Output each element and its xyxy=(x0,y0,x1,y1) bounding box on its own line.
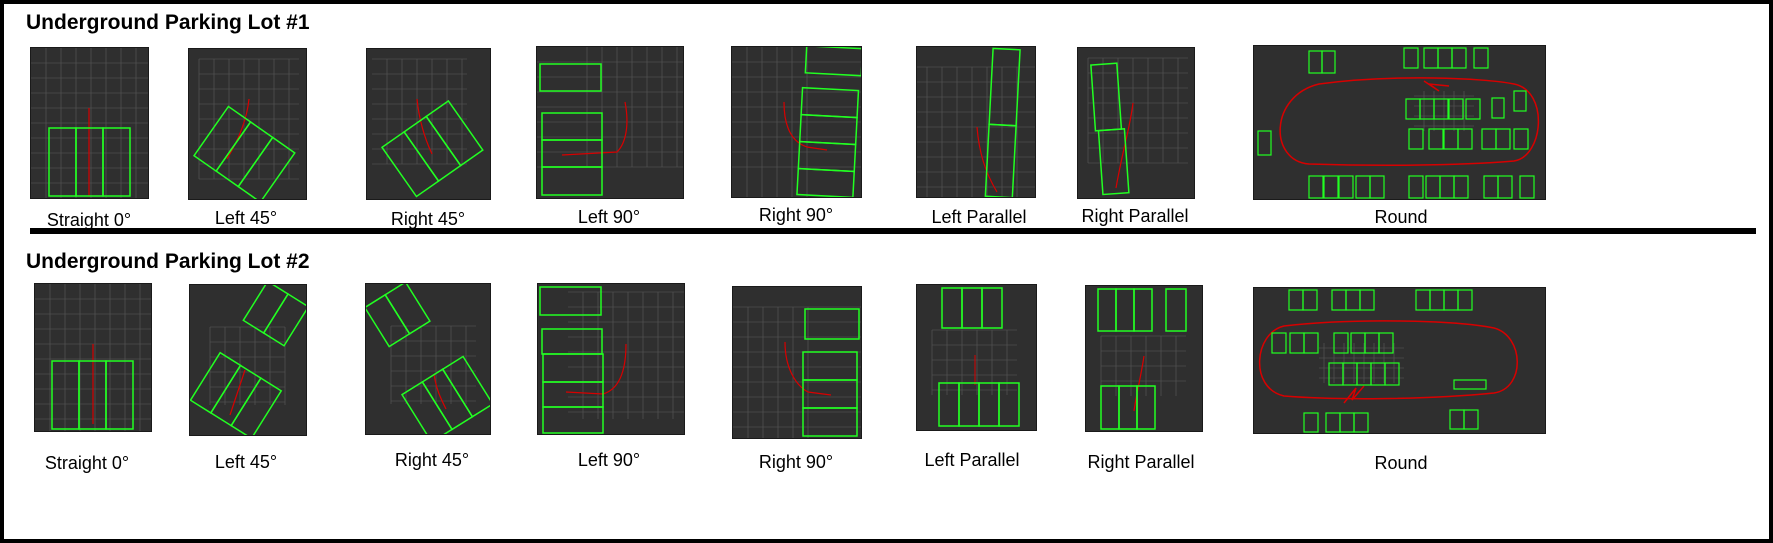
caption-lot2-left-45: Left 45° xyxy=(214,452,278,472)
caption-lot2-straight-0: Straight 0° xyxy=(44,453,130,473)
panel-lot2-round xyxy=(1253,287,1546,434)
caption-lot1-right-parallel: Right Parallel xyxy=(1081,206,1189,226)
panel-lot2-left-45 xyxy=(189,284,307,436)
panel-lot2-right-parallel xyxy=(1085,285,1203,432)
caption-lot1-left-90: Left 90° xyxy=(577,207,641,227)
section-title-lot-1: Underground Parking Lot #1 xyxy=(26,11,310,34)
panel-lot2-right-45 xyxy=(365,283,491,435)
section-divider xyxy=(30,228,1756,234)
caption-lot1-left-45: Left 45° xyxy=(214,208,278,228)
panel-lot2-right-90 xyxy=(732,286,862,439)
panel-lot2-left-parallel xyxy=(916,284,1037,431)
caption-lot1-round: Round xyxy=(1374,207,1428,227)
caption-lot2-right-parallel: Right Parallel xyxy=(1087,452,1195,472)
caption-lot2-round: Round xyxy=(1374,453,1428,473)
panel-lot1-right-90 xyxy=(731,46,862,198)
panel-lot1-right-45 xyxy=(366,48,491,200)
section-title-lot-2: Underground Parking Lot #2 xyxy=(26,250,310,273)
caption-lot1-left-parallel: Left Parallel xyxy=(931,207,1027,227)
panel-lot1-round xyxy=(1253,45,1546,200)
caption-lot1-right-45: Right 45° xyxy=(390,209,466,229)
caption-lot2-right-45: Right 45° xyxy=(394,450,470,470)
caption-lot1-right-90: Right 90° xyxy=(758,205,834,225)
caption-lot2-left-parallel: Left Parallel xyxy=(924,450,1020,470)
panel-lot2-left-90 xyxy=(537,283,685,435)
caption-lot2-right-90: Right 90° xyxy=(758,452,834,472)
panel-lot1-left-90 xyxy=(536,46,684,199)
panel-lot2-straight-0 xyxy=(34,283,152,432)
panel-lot1-right-parallel xyxy=(1077,47,1195,199)
caption-lot2-left-90: Left 90° xyxy=(577,450,641,470)
caption-lot1-straight-0: Straight 0° xyxy=(46,210,132,230)
panel-lot1-straight-0 xyxy=(30,47,149,199)
panel-lot1-left-parallel xyxy=(916,46,1036,198)
panel-lot1-left-45 xyxy=(188,48,307,200)
